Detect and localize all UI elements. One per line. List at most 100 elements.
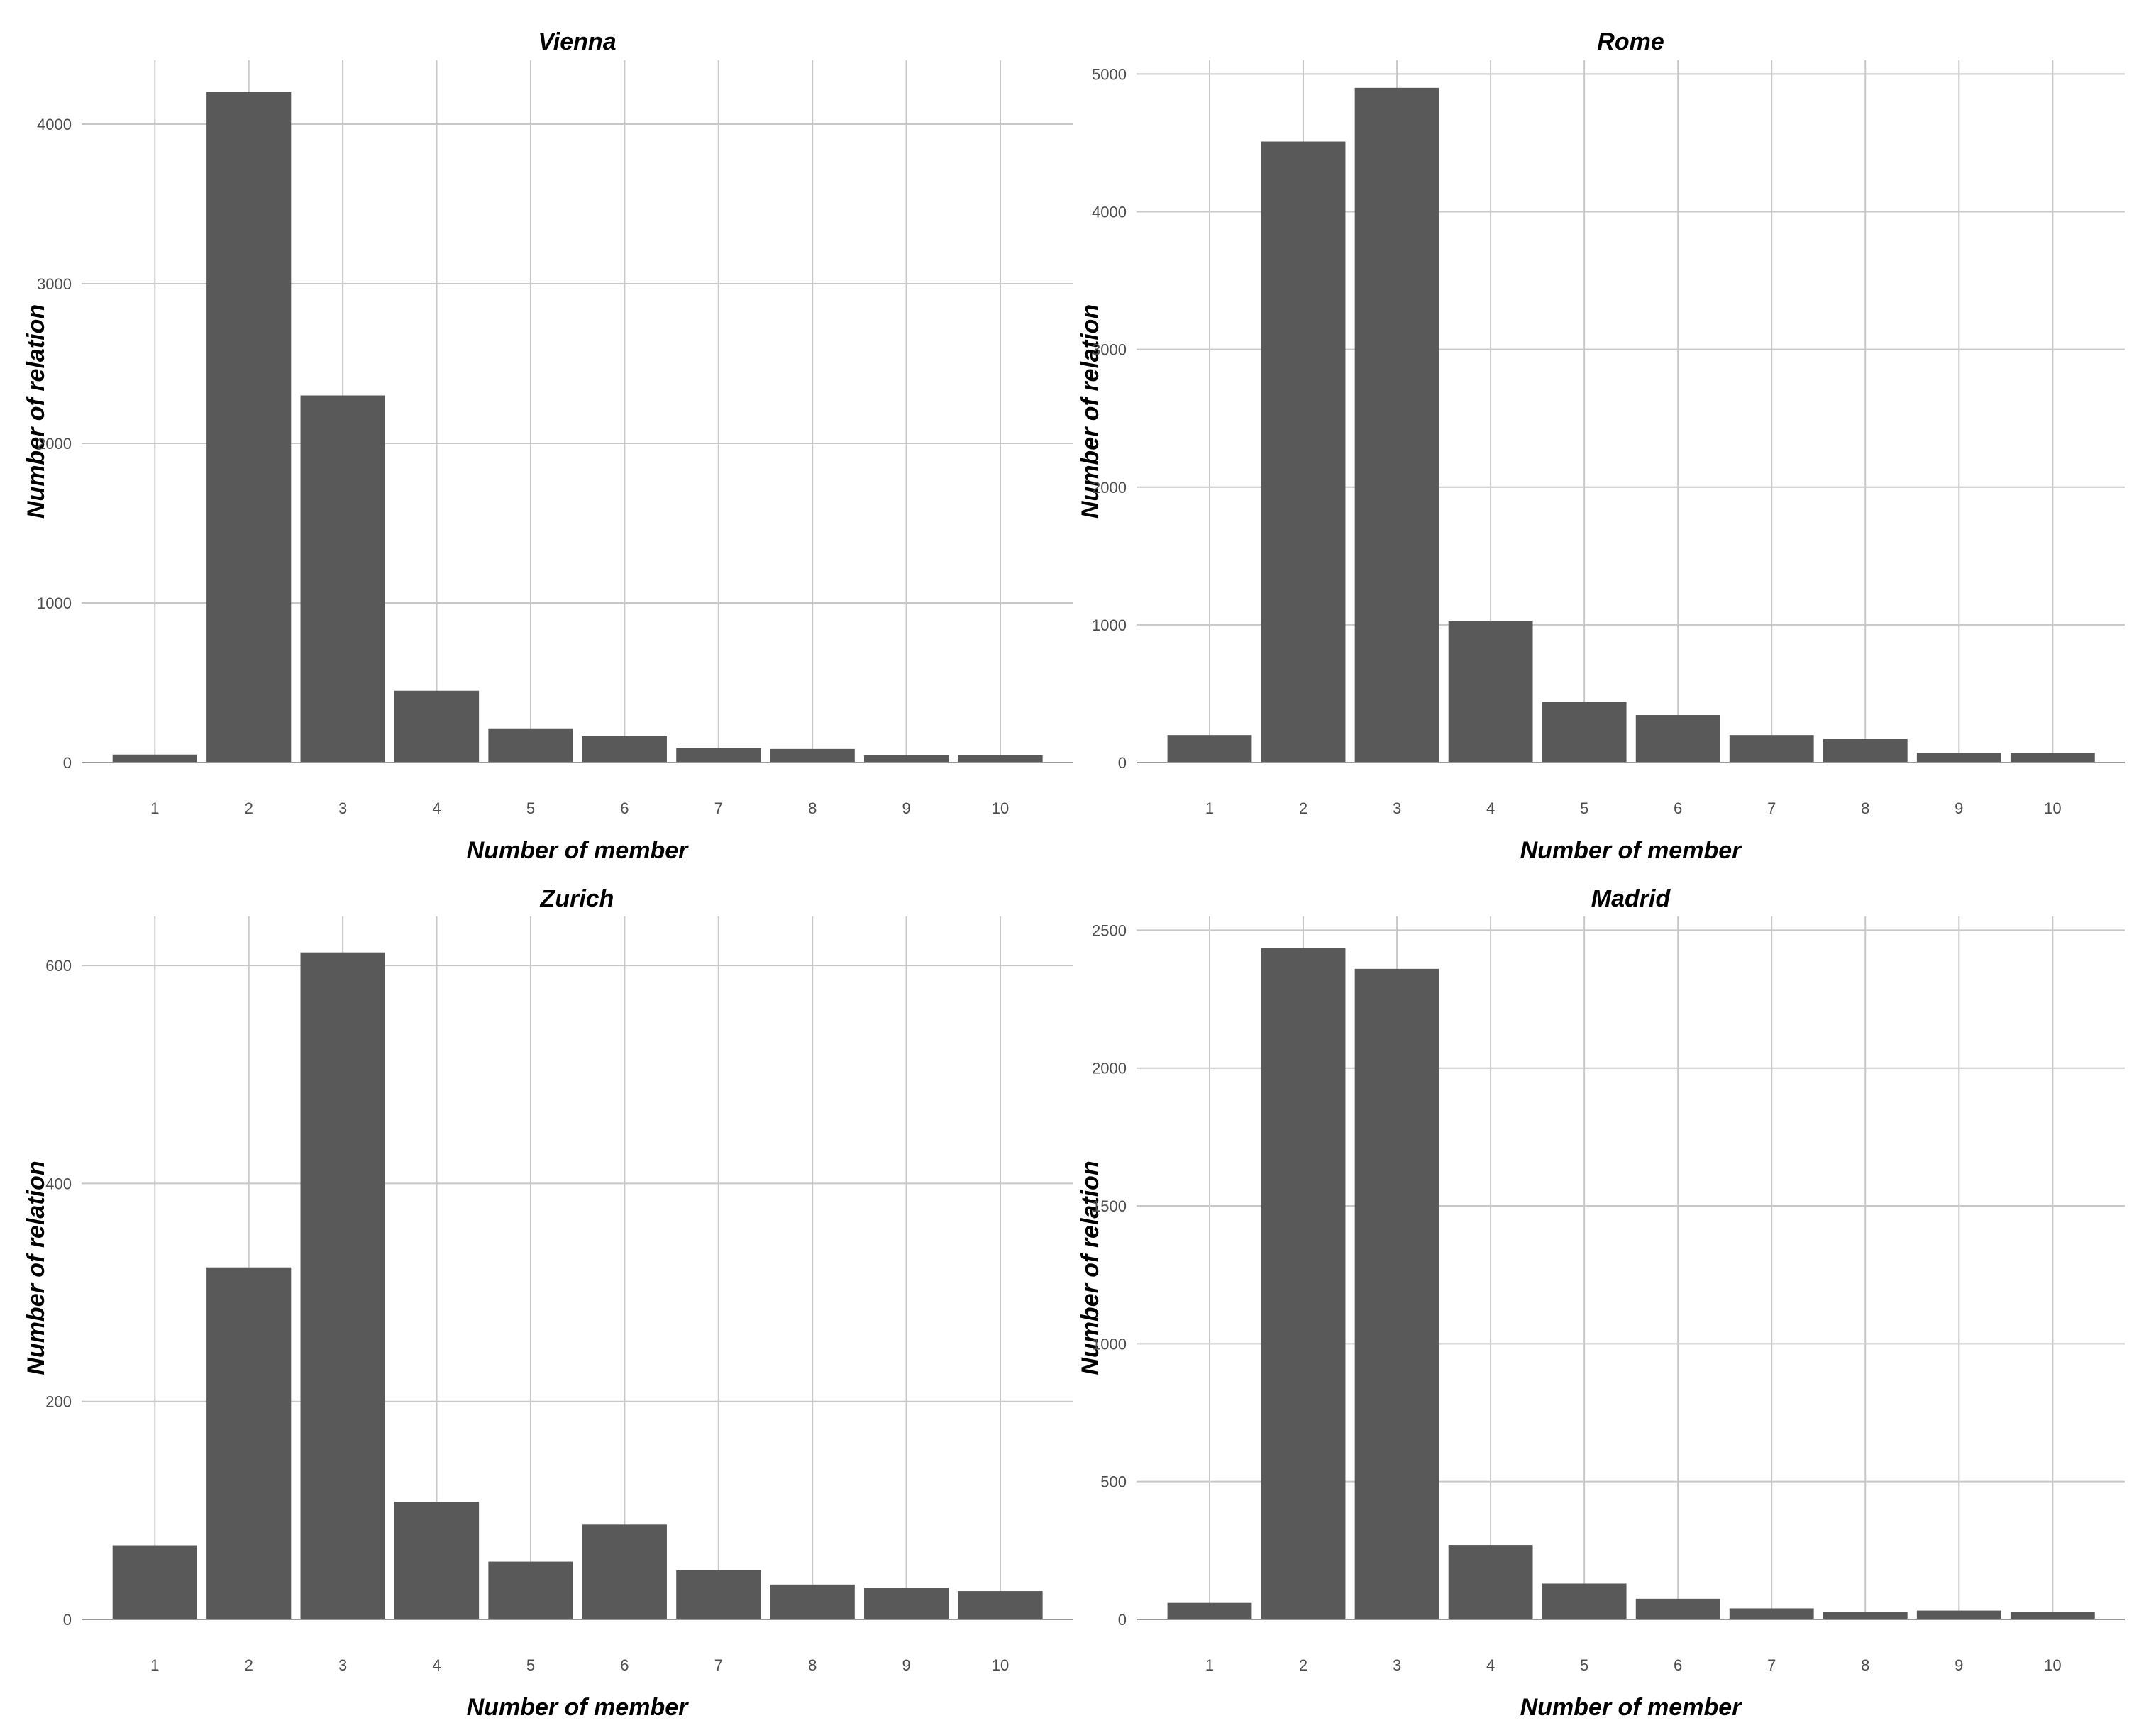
x-tick-label: 10 — [2044, 1656, 2061, 1674]
plot-area: 0 1000 2000 3000 4000 5000 1 2 3 4 5 6 7 8 9 10 — [1092, 60, 2125, 817]
x-tick-label: 4 — [1486, 799, 1495, 817]
x-tick-label: 5 — [1580, 1656, 1588, 1674]
x-tick-label: 8 — [808, 1656, 817, 1674]
x-tick-label: 6 — [1674, 1656, 1682, 1674]
y-tick-label: 600 — [45, 957, 72, 975]
panel-vienna: Vienna Number of member Number of relati… — [23, 28, 1073, 864]
bar — [1916, 753, 2001, 763]
y-tick-label: 2000 — [1092, 1060, 1127, 1077]
bar — [1448, 1545, 1533, 1619]
bar — [582, 1524, 667, 1619]
x-tick-label: 2 — [1299, 799, 1308, 817]
bar — [112, 1545, 197, 1619]
x-tick-label: 6 — [1674, 799, 1682, 817]
y-axis-title: Number of relation — [23, 1160, 50, 1375]
bar — [1448, 621, 1533, 763]
y-tick-label: 400 — [45, 1175, 72, 1192]
x-tick-label: 10 — [992, 1656, 1009, 1674]
x-axis-title: Number of member — [1520, 1694, 1742, 1721]
bar — [770, 1584, 855, 1619]
x-axis-title: Number of member — [1520, 837, 1742, 864]
bar — [1823, 739, 1908, 763]
y-tick-label: 2500 — [1092, 921, 1127, 939]
y-axis-title: Number of relation — [1077, 304, 1104, 519]
bar — [1167, 735, 1252, 763]
bar — [1167, 1602, 1252, 1619]
x-tick-label: 7 — [714, 1656, 723, 1674]
bar — [300, 395, 385, 763]
x-tick-label: 4 — [432, 1656, 441, 1674]
x-tick-label: 8 — [1861, 799, 1869, 817]
y-tick-label: 1000 — [1092, 616, 1127, 634]
bar — [1729, 1608, 1814, 1619]
x-tick-label: 4 — [432, 799, 441, 817]
x-tick-label: 3 — [338, 1656, 347, 1674]
y-tick-label: 0 — [1118, 1611, 1127, 1629]
bar — [1635, 715, 1720, 763]
y-tick-label: 1000 — [37, 594, 72, 612]
bar — [394, 690, 480, 763]
bar — [206, 92, 292, 763]
bar — [770, 748, 855, 763]
x-tick-label: 3 — [338, 799, 347, 817]
x-tick-label: 5 — [526, 1656, 535, 1674]
x-axis-title: Number of member — [467, 837, 689, 864]
bar — [488, 1561, 573, 1619]
plot-area: 0 1000 2000 3000 4000 1 2 3 4 5 6 7 8 9 10 — [37, 60, 1073, 817]
panel-title: Rome — [1597, 28, 1664, 55]
bar — [1542, 1583, 1627, 1619]
y-tick-label: 4000 — [1092, 204, 1127, 221]
bar — [958, 755, 1043, 763]
bar — [394, 1502, 480, 1619]
bar — [206, 1267, 292, 1619]
x-tick-label: 1 — [150, 1656, 159, 1674]
bar — [1261, 948, 1346, 1619]
x-tick-label: 10 — [992, 799, 1009, 817]
y-tick-label: 2000 — [1092, 479, 1127, 497]
x-tick-label: 9 — [1955, 799, 1963, 817]
y-tick-label: 0 — [63, 1611, 72, 1629]
bar — [2010, 1612, 2095, 1619]
panel-madrid: Madrid Number of member Number of relati… — [1077, 885, 2125, 1721]
x-tick-label: 7 — [1767, 1656, 1776, 1674]
x-tick-label: 7 — [1767, 799, 1776, 817]
x-tick-label: 6 — [620, 1656, 629, 1674]
x-tick-label: 1 — [1205, 1656, 1214, 1674]
x-tick-label: 6 — [620, 799, 629, 817]
y-tick-label: 3000 — [1092, 341, 1127, 359]
bar — [2010, 753, 2095, 763]
panel-title: Madrid — [1591, 885, 1671, 912]
x-tick-label: 8 — [808, 799, 817, 817]
x-tick-label: 2 — [245, 799, 253, 817]
x-tick-label: 10 — [2044, 799, 2061, 817]
plot-area: 0 200 400 600 1 2 3 4 5 6 7 8 9 10 — [45, 916, 1073, 1674]
bar — [958, 1591, 1043, 1619]
bar — [1635, 1598, 1720, 1619]
y-axis-title: Number of relation — [1077, 1160, 1104, 1375]
bar — [1729, 735, 1814, 763]
plot-area: 0 500 1000 1500 2000 2500 1 2 3 4 5 6 7 8 9 10 — [1092, 916, 2125, 1674]
bar — [112, 754, 197, 763]
y-tick-label: 1000 — [1092, 1335, 1127, 1353]
x-tick-label: 4 — [1486, 1656, 1495, 1674]
y-tick-label: 1500 — [1092, 1197, 1127, 1215]
bar — [1916, 1610, 2001, 1619]
x-tick-label: 8 — [1861, 1656, 1869, 1674]
y-tick-label: 0 — [1118, 754, 1127, 772]
bar — [1354, 87, 1439, 763]
panel-rome: Rome Number of member Number of relation… — [1077, 28, 2125, 864]
panel-zurich: Zurich Number of member Number of relati… — [23, 885, 1073, 1721]
panel-title: Vienna — [538, 28, 616, 55]
x-tick-label: 5 — [1580, 799, 1588, 817]
x-tick-label: 3 — [1393, 799, 1401, 817]
x-tick-label: 2 — [245, 1656, 253, 1674]
y-tick-label: 3000 — [37, 275, 72, 293]
y-tick-label: 200 — [45, 1393, 72, 1411]
y-tick-label: 2000 — [37, 435, 72, 453]
y-tick-label: 5000 — [1092, 65, 1127, 83]
x-tick-label: 1 — [150, 799, 159, 817]
bar — [1261, 141, 1346, 763]
bar — [676, 748, 761, 763]
x-tick-label: 1 — [1205, 799, 1214, 817]
x-tick-label: 9 — [902, 799, 910, 817]
